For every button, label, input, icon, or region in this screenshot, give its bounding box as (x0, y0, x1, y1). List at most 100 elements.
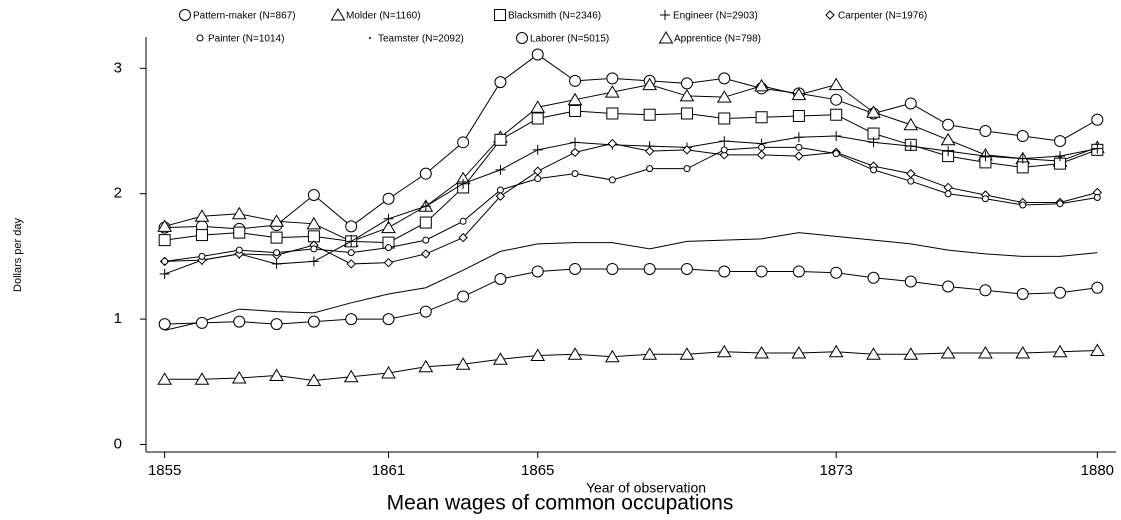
marker (532, 144, 543, 155)
marker (494, 133, 507, 146)
marker (683, 165, 691, 173)
x-axis-label: Year of observation (586, 480, 706, 496)
marker (345, 313, 358, 326)
series-line (164, 143, 1098, 265)
marker (419, 305, 432, 318)
marker (382, 313, 395, 326)
legend-marker (660, 10, 670, 20)
marker (643, 108, 656, 121)
marker (422, 236, 430, 244)
marker (458, 232, 468, 243)
marker (493, 352, 508, 365)
legend-label: Laborer (N=5015) (530, 34, 609, 45)
y-tick-label: 2 (114, 185, 122, 202)
series-line (164, 349, 1098, 382)
x-tick-label: 1861 (372, 462, 405, 479)
marker (755, 111, 768, 124)
marker (347, 249, 355, 257)
marker (828, 77, 844, 91)
marker (980, 151, 991, 162)
marker (157, 372, 173, 385)
marker (1055, 151, 1066, 162)
marker (495, 191, 506, 201)
marker (904, 275, 917, 288)
series-line (164, 84, 1098, 242)
marker (758, 143, 766, 151)
marker (194, 209, 210, 222)
marker (754, 78, 769, 92)
marker (907, 177, 915, 185)
marker (1093, 193, 1101, 201)
legend-marker (658, 31, 674, 44)
marker (308, 256, 319, 267)
legend-label: Teamster (N=2092) (378, 34, 464, 45)
chart-title: Mean wages of common occupations (387, 492, 734, 515)
marker (385, 244, 392, 252)
marker (754, 345, 769, 359)
marker (495, 164, 506, 175)
marker (269, 368, 284, 382)
marker (233, 315, 246, 328)
marker (457, 136, 470, 149)
marker (1015, 345, 1031, 359)
marker (198, 252, 206, 260)
marker (231, 206, 247, 220)
legend-marker (330, 8, 346, 21)
marker (828, 344, 844, 358)
marker (570, 137, 581, 148)
marker (569, 262, 582, 275)
marker (718, 72, 731, 85)
marker (1052, 344, 1068, 358)
series-line (164, 232, 1098, 331)
marker (458, 178, 469, 189)
series-line (164, 146, 1098, 262)
marker (383, 257, 394, 268)
marker (716, 90, 732, 103)
marker (383, 213, 394, 224)
marker (1054, 286, 1067, 299)
marker (905, 141, 916, 152)
marker (644, 146, 655, 156)
marker (755, 265, 768, 278)
x-tick-label: 1880 (1081, 462, 1114, 479)
marker (606, 262, 619, 275)
series-line (164, 110, 1098, 244)
marker (157, 219, 173, 232)
marker (494, 76, 507, 89)
legend-label: Blacksmith (N=2346) (508, 11, 601, 22)
marker (792, 265, 805, 278)
marker (419, 167, 432, 180)
marker (642, 347, 658, 360)
marker (235, 246, 243, 254)
marker (906, 168, 916, 179)
marker (534, 175, 542, 183)
marker (942, 280, 955, 293)
marker (494, 272, 507, 285)
marker (680, 107, 693, 120)
marker (607, 138, 618, 149)
marker (867, 271, 880, 284)
y-tick-label: 0 (114, 435, 122, 452)
legend-label: Molder (N=1160) (346, 11, 421, 22)
marker (606, 72, 619, 85)
y-axis-label: Dollars per day (12, 218, 24, 292)
marker (307, 315, 320, 328)
marker (979, 284, 992, 297)
legend-marker (516, 32, 528, 44)
marker (567, 92, 583, 106)
marker (680, 262, 693, 275)
marker (903, 117, 919, 131)
marker (418, 359, 434, 373)
marker (194, 372, 210, 385)
marker (570, 147, 580, 158)
marker (569, 74, 582, 87)
marker (457, 290, 470, 303)
marker (310, 245, 318, 253)
marker (680, 77, 693, 90)
marker (940, 345, 956, 359)
marker (1091, 281, 1104, 294)
marker (791, 345, 807, 359)
marker (159, 268, 170, 279)
legend-marker (179, 9, 191, 21)
